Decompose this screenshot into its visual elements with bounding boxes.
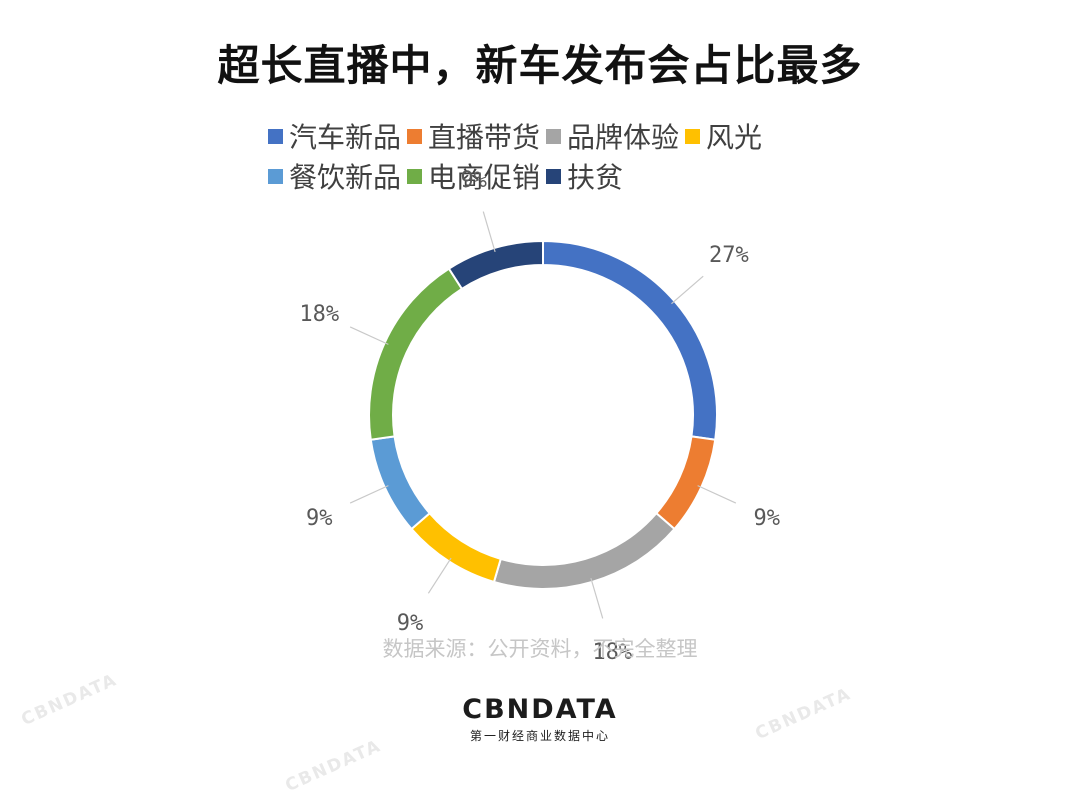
chart-title: 超长直播中，新车发布会占比最多	[217, 41, 863, 90]
donut-slice-3	[410, 511, 502, 584]
data-label-4: 9%	[306, 506, 333, 531]
legend-swatch-5	[407, 168, 423, 184]
donut-slice-4	[369, 435, 432, 531]
chart-legend: 汽车新品 直播带货 品牌体验 风光 餐饮新品 电商促销 扶贫	[268, 116, 828, 196]
legend-row: 餐饮新品 电商促销 扶贫	[268, 156, 828, 196]
leader-line-6	[482, 211, 496, 253]
legend-item-4: 餐饮新品	[268, 156, 401, 196]
legend-label-6: 扶贫	[567, 161, 624, 194]
legend-item-5: 电商促销	[407, 156, 540, 196]
legend-row: 汽车新品 直播带货 品牌体验 风光	[268, 116, 828, 156]
legend-swatch-0	[268, 128, 283, 144]
data-label-0: 27%	[709, 243, 749, 268]
legend-label-3: 风光	[706, 121, 763, 154]
donut-slice-0	[542, 239, 718, 441]
leader-line-2	[590, 577, 604, 619]
leader-line-3	[427, 557, 452, 594]
leader-line-4	[349, 485, 389, 504]
legend-item-6: 扶贫	[546, 156, 623, 196]
legend-label-5: 电商促销	[428, 161, 541, 194]
brand-logo: CBNDATA	[462, 694, 618, 725]
data-label-3: 9%	[397, 611, 424, 636]
source-note: 数据来源：公开资料，不完全整理	[382, 637, 698, 661]
data-label-1: 9%	[754, 506, 781, 531]
donut-slice-1	[654, 435, 717, 531]
legend-label-2: 品牌体验	[567, 121, 680, 154]
legend-item-2: 品牌体验	[546, 116, 679, 156]
data-label-5: 18%	[299, 302, 339, 327]
legend-swatch-3	[685, 128, 701, 144]
donut-slice-2	[492, 511, 676, 590]
donut-slice-6	[447, 239, 544, 291]
legend-label-0: 汽车新品	[289, 121, 402, 154]
leader-line-5	[349, 326, 389, 345]
donut-slice-5	[368, 267, 464, 441]
legend-item-3: 风光	[685, 116, 762, 156]
legend-item-0: 汽车新品	[268, 116, 401, 156]
legend-swatch-1	[407, 128, 423, 144]
leader-line-1	[697, 485, 737, 504]
data-label-6: 9%	[460, 168, 487, 193]
brand-footer: CBNDATA 第一财经商业数据中心	[0, 694, 1080, 744]
data-label-2: 18%	[592, 640, 632, 665]
legend-swatch-6	[546, 168, 562, 184]
leader-line-0	[671, 275, 704, 305]
legend-label-4: 餐饮新品	[289, 161, 402, 194]
legend-swatch-4	[268, 168, 283, 184]
legend-swatch-2	[546, 128, 562, 144]
brand-subtitle: 第一财经商业数据中心	[469, 729, 610, 743]
legend-item-1: 直播带货	[407, 116, 540, 156]
legend-label-1: 直播带货	[428, 121, 541, 154]
